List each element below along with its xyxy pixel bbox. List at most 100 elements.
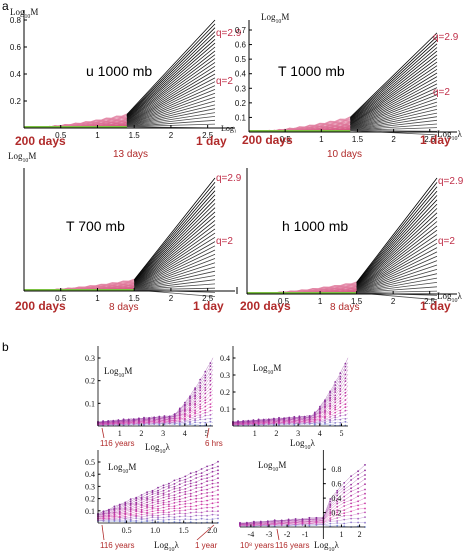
series-point [209,406,212,408]
series-point [339,375,342,378]
x-tick-label: 1 [118,429,122,438]
series-point [178,495,181,498]
series-point [350,517,352,520]
series-point [153,416,156,419]
series-point [135,506,138,508]
series-point [173,415,176,418]
q-label-mid: q=2 [438,236,455,247]
x-tick-label: 1.5 [352,135,364,144]
series-point [319,414,321,417]
xlabel-rest: λ [166,442,171,452]
series-point [124,519,127,521]
series-point [178,423,181,426]
xlabel-log: Log [290,438,305,448]
series-point [129,510,132,513]
series-point [189,518,192,521]
series-point [334,416,337,419]
series-point [189,404,191,407]
y-tick-label: 0.1 [85,507,95,516]
series-point [199,392,202,395]
x-tick-label: 2.5 [424,135,436,144]
series-point [113,511,116,513]
x-tick-label: 1.5 [129,131,141,140]
series-steep-line [350,83,438,128]
ylabel-rest: M [273,363,281,373]
series-point [151,510,154,513]
x-tick-label: 2 [358,530,362,539]
series-point [357,508,359,510]
series-point [189,400,191,402]
series-point [157,509,159,512]
series-point [206,499,209,502]
series-steep-line [134,275,216,290]
series-point [173,421,176,424]
series-point [339,409,342,412]
bottom-label: 200 days [240,299,291,313]
series-point [350,510,352,513]
series-steep-line [134,245,216,289]
series-point [329,508,332,511]
series-point [339,406,342,408]
series-point [350,487,352,490]
series-steep-line [350,130,438,136]
series-point [336,489,339,492]
series-point [118,510,121,513]
series-point [157,500,159,503]
series-point [146,501,149,504]
series-point [204,405,207,408]
series-steep-line [126,54,216,122]
series-point [329,500,332,503]
series-point [344,399,347,401]
series-point [204,401,207,404]
series-point [329,407,331,410]
series-steep-line [349,58,438,124]
series-point [206,495,209,498]
series-point [364,488,366,491]
x-tick-label: 0.5 [280,135,292,144]
x-tick-label: -4 [248,530,255,539]
y-tick-label: 0.4 [235,70,247,79]
series-point [357,500,359,503]
series-point [146,512,149,515]
series-point [195,484,198,487]
series-point [206,465,209,468]
series-point [211,486,214,489]
series-point [189,407,191,409]
series-point [329,416,331,418]
x-tick-label: 4 [318,429,322,438]
series-point [151,513,154,515]
series-point [132,418,135,421]
series-point [135,499,138,502]
series-point [350,494,352,497]
series-steep-line [356,242,438,291]
series-point [329,421,331,424]
series-point [200,489,203,492]
series-point [194,421,197,424]
series-point [140,521,143,523]
xlabel-sub: 10 [305,445,311,451]
series-line [239,464,366,524]
ylabel-text: Log10M [253,363,281,376]
series-point [211,498,214,500]
ylabel-text: Log10M [261,12,289,25]
series-point [151,499,154,502]
series-line [97,406,214,425]
xlabel-sub: 10 [160,449,166,455]
series-point [334,408,337,411]
series-point [157,507,159,510]
series-steep-line [356,269,438,293]
ylabel-sub: 10 [119,373,125,379]
series-point [108,514,110,516]
series-point [124,510,127,513]
series-point [178,477,181,480]
series-point [173,490,176,493]
series-point [329,399,331,402]
series-point [336,509,339,511]
series-point [329,498,332,500]
series-point [146,497,149,500]
series-point [329,402,331,405]
series-point [344,409,347,412]
series-point [343,501,346,504]
series-point [189,418,191,421]
series-line [239,474,366,524]
